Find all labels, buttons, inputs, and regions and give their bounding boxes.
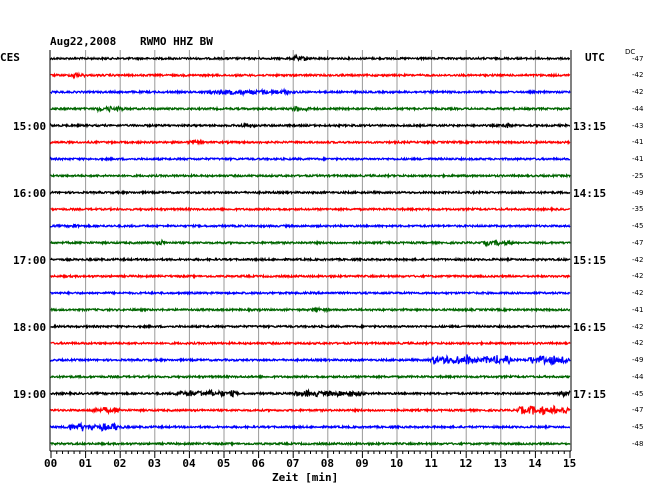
seismic-trace bbox=[50, 71, 571, 80]
seismic-traces bbox=[50, 53, 571, 447]
dc-offset-label: -42 bbox=[632, 339, 644, 348]
right-time-label: 13:15 bbox=[573, 119, 607, 133]
right-time-label: 17:15 bbox=[573, 387, 607, 401]
right-timezone-label: UTC bbox=[585, 51, 605, 64]
seismic-trace bbox=[50, 138, 571, 146]
x-tick-label: 15 bbox=[563, 457, 577, 470]
dc-offset-label: -45 bbox=[632, 389, 644, 398]
seismic-trace bbox=[50, 440, 571, 447]
seismic-trace bbox=[50, 87, 571, 97]
right-time-label: 16:15 bbox=[573, 320, 607, 334]
seismic-trace bbox=[50, 305, 571, 314]
x-tick-label: 14 bbox=[528, 457, 542, 470]
dc-offset-label: -44 bbox=[632, 104, 644, 113]
seismic-trace bbox=[50, 388, 571, 399]
right-time-label: 14:15 bbox=[573, 186, 607, 200]
seismic-trace bbox=[50, 238, 571, 248]
dc-offset-label: -43 bbox=[632, 121, 644, 130]
x-tick-label: 00 bbox=[44, 457, 58, 470]
seismic-trace bbox=[50, 206, 571, 213]
dc-offset-label: -42 bbox=[632, 272, 644, 281]
dc-offset-label: -49 bbox=[632, 188, 644, 197]
grid-lines bbox=[49, 50, 572, 452]
left-timezone-label: CES bbox=[0, 51, 20, 64]
x-tick-label: 04 bbox=[182, 457, 196, 470]
x-tick-label: 02 bbox=[113, 457, 127, 470]
dc-offset-label: -48 bbox=[632, 439, 644, 448]
seismic-trace bbox=[50, 323, 571, 330]
x-tick-label: 06 bbox=[251, 457, 265, 470]
seismic-trace bbox=[50, 155, 571, 163]
seismic-trace bbox=[50, 189, 571, 196]
left-time-label: 16:00 bbox=[13, 186, 47, 200]
x-axis-ticks bbox=[50, 451, 571, 458]
dc-offset-label: -41 bbox=[632, 155, 644, 163]
dc-offset-label: -45 bbox=[632, 222, 644, 230]
dc-offset-label: -42 bbox=[632, 71, 644, 80]
seismic-trace bbox=[50, 354, 571, 367]
left-time-label: 17:00 bbox=[13, 253, 47, 267]
seismic-trace bbox=[50, 256, 571, 263]
x-tick-label: 10 bbox=[390, 457, 404, 470]
dc-offset-label: -42 bbox=[632, 88, 644, 96]
x-tick-label: 05 bbox=[217, 457, 231, 470]
left-time-label: 18:00 bbox=[13, 320, 47, 334]
x-tick-label: 01 bbox=[78, 457, 92, 470]
dc-offset-label: -47 bbox=[632, 54, 644, 63]
dc-offset-label: -41 bbox=[632, 305, 644, 314]
seismic-trace bbox=[50, 222, 571, 230]
seismic-trace bbox=[50, 53, 571, 62]
seismic-trace bbox=[50, 404, 571, 416]
x-axis-label: Zeit [min] bbox=[272, 471, 339, 484]
header-date: Aug22,2008 bbox=[50, 35, 117, 48]
right-time-label: 15:15 bbox=[573, 253, 607, 267]
seismic-trace bbox=[50, 172, 571, 179]
dc-offset-label: -35 bbox=[632, 205, 644, 214]
x-tick-label: 12 bbox=[459, 457, 473, 470]
dc-offset-label: -25 bbox=[632, 171, 644, 180]
seismic-trace bbox=[50, 122, 571, 129]
seismic-trace bbox=[50, 273, 571, 280]
dc-offset-label: -42 bbox=[632, 289, 644, 297]
dc-offset-label: -47 bbox=[632, 406, 644, 415]
left-time-label: 15:00 bbox=[13, 119, 47, 133]
x-tick-label: 07 bbox=[286, 457, 300, 470]
x-tick-label: 13 bbox=[493, 457, 508, 470]
seismic-trace bbox=[50, 373, 571, 380]
dc-offset-label: -45 bbox=[632, 423, 644, 431]
x-tick-label: 11 bbox=[424, 457, 438, 470]
x-tick-label: 09 bbox=[355, 457, 369, 470]
dc-offset-label: -44 bbox=[632, 372, 644, 381]
header-station: RWMO HHZ BW bbox=[140, 35, 213, 48]
seismic-trace bbox=[50, 421, 571, 432]
x-tick-label: 08 bbox=[320, 457, 335, 470]
dc-offset-label: -49 bbox=[632, 356, 644, 364]
seismic-trace bbox=[50, 105, 571, 114]
dc-offset-label: -42 bbox=[632, 322, 644, 331]
x-tick-label: 03 bbox=[147, 457, 162, 470]
dc-offset-label: -42 bbox=[632, 255, 644, 264]
dc-label: DC bbox=[625, 48, 636, 56]
seismic-trace bbox=[50, 340, 571, 347]
seismic-trace bbox=[50, 290, 571, 297]
dc-offset-label: -41 bbox=[632, 138, 644, 147]
dc-offset-label: -47 bbox=[632, 238, 644, 247]
left-time-label: 19:00 bbox=[13, 387, 47, 401]
